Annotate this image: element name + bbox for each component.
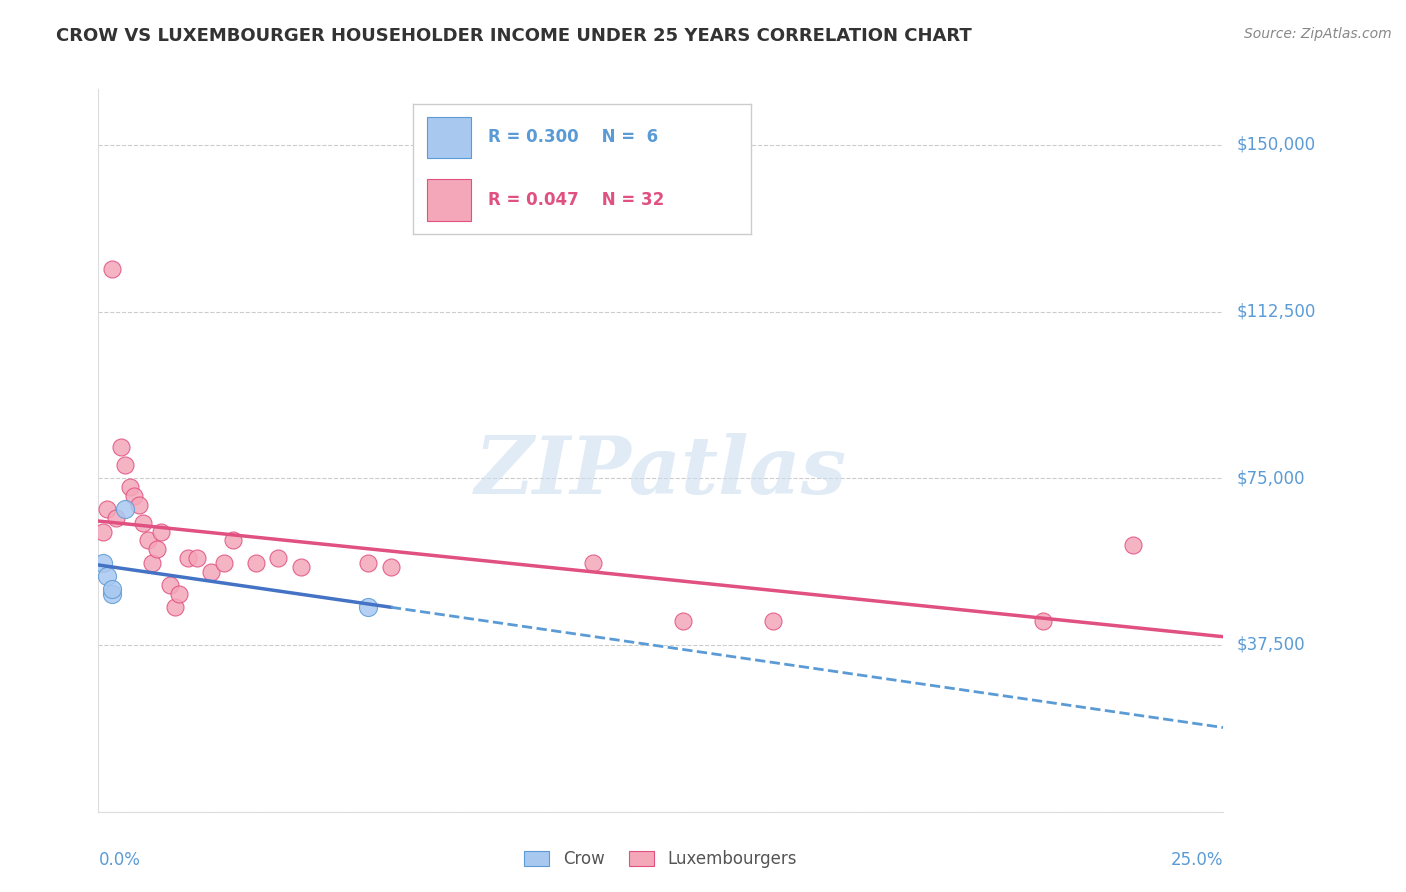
Point <box>357 556 380 570</box>
Point <box>146 542 169 557</box>
Point <box>110 440 132 454</box>
Text: CROW VS LUXEMBOURGER HOUSEHOLDER INCOME UNDER 25 YEARS CORRELATION CHART: CROW VS LUXEMBOURGER HOUSEHOLDER INCOME … <box>56 27 972 45</box>
Point <box>672 614 695 628</box>
Point <box>124 489 146 503</box>
Point <box>245 556 267 570</box>
Text: $75,000: $75,000 <box>1237 469 1305 487</box>
Point <box>200 565 222 579</box>
Point <box>150 524 173 539</box>
Point <box>1122 538 1144 552</box>
Point <box>101 587 124 601</box>
Point <box>159 578 181 592</box>
Point <box>186 551 208 566</box>
Text: ZIPatlas: ZIPatlas <box>475 434 846 511</box>
Text: $150,000: $150,000 <box>1237 136 1316 153</box>
Point <box>96 569 118 583</box>
Legend: Crow, Luxembourgers: Crow, Luxembourgers <box>524 850 797 869</box>
Point <box>222 533 245 548</box>
Point <box>762 614 785 628</box>
Point <box>357 600 380 615</box>
Point <box>91 524 114 539</box>
Point <box>118 480 141 494</box>
Point <box>114 458 136 472</box>
Point <box>582 556 605 570</box>
Point <box>114 502 136 516</box>
Point <box>141 556 163 570</box>
Point <box>105 511 128 525</box>
Point <box>91 556 114 570</box>
Text: Source: ZipAtlas.com: Source: ZipAtlas.com <box>1244 27 1392 41</box>
Point <box>136 533 159 548</box>
Point <box>267 551 290 566</box>
Text: 0.0%: 0.0% <box>98 851 141 869</box>
Point <box>132 516 155 530</box>
Point <box>163 600 186 615</box>
Point <box>128 498 150 512</box>
Point <box>290 560 312 574</box>
Point <box>169 587 191 601</box>
Point <box>96 502 118 516</box>
Point <box>214 556 236 570</box>
Point <box>101 582 124 597</box>
Point <box>101 262 124 277</box>
Point <box>1032 614 1054 628</box>
Text: $112,500: $112,500 <box>1237 302 1316 320</box>
Text: $37,500: $37,500 <box>1237 636 1305 654</box>
Point <box>380 560 402 574</box>
Text: 25.0%: 25.0% <box>1171 851 1223 869</box>
Point <box>177 551 200 566</box>
